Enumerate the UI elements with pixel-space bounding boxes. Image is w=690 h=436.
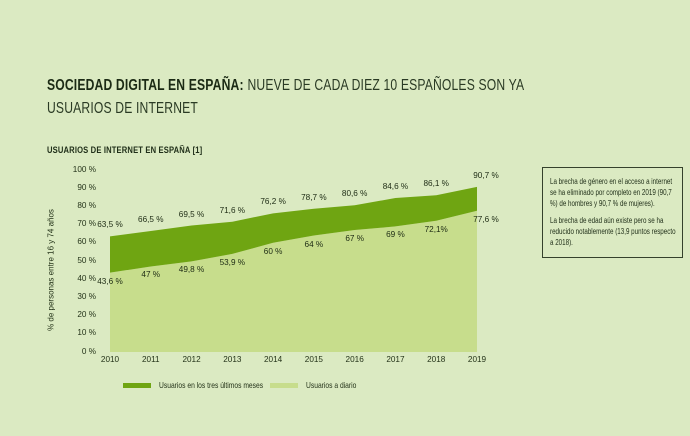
value-label-monthly: 63,5 %: [97, 220, 123, 230]
value-label-daily: 69 %: [386, 230, 405, 240]
page-title-line2: USUARIOS DE INTERNET: [47, 100, 199, 117]
x-tick-label: 2016: [345, 355, 364, 364]
value-label-monthly: 80,6 %: [341, 189, 368, 199]
x-tick-label: 2019: [467, 355, 487, 364]
page-title-emphasis: SOCIEDAD DIGITAL EN ESPAÑA:: [47, 77, 244, 94]
legend-swatch-light-green: [270, 382, 298, 388]
area-usuarios-tres-ultimos-meses: [110, 186, 477, 273]
x-tick-label: 2012: [182, 355, 201, 364]
chart-title: USUARIOS DE INTERNET EN ESPAÑA [1]: [47, 145, 203, 156]
page-title: SOCIEDAD DIGITAL EN ESPAÑA: NUEVE DE CADA…: [47, 74, 579, 120]
y-axis-label: % de personas entre 16 y 74 años: [46, 209, 56, 331]
value-label-monthly: 84,6 %: [382, 182, 409, 192]
value-label-monthly: 71,6 %: [219, 205, 246, 215]
legend-item-monthly-users: Usuarios en los tres últimos meses: [123, 379, 286, 391]
stacked-area-chart: [110, 186, 477, 352]
x-tick-label: 2011: [141, 355, 160, 364]
value-label-monthly: 69,5 %: [178, 209, 205, 219]
legend-swatch-dark-green: [123, 382, 151, 388]
value-label-daily: 47 %: [141, 270, 161, 280]
legend-label-monthly-users: Usuarios en los tres últimos meses: [159, 380, 264, 390]
x-tick-label: 2014: [264, 355, 283, 364]
value-label-daily: 60 %: [263, 246, 283, 256]
y-tick-label: 90 %: [77, 182, 96, 192]
value-label-monthly: 86,1 %: [423, 179, 449, 189]
value-label-monthly: 76,2 %: [260, 197, 286, 207]
value-label-daily: 67 %: [345, 234, 364, 244]
x-tick-label: 2018: [427, 355, 446, 364]
info-paragraph-gender-gap: La brecha de género en el acceso a inter…: [550, 177, 673, 208]
area-usuarios-a-diario: [110, 210, 477, 352]
value-label-daily: 77,6 %: [473, 214, 499, 224]
y-tick-label: 80 %: [77, 200, 96, 210]
info-paragraph-age-gap: La brecha de edad aún existe pero se ha …: [550, 216, 676, 247]
y-tick-label: 100 %: [72, 164, 96, 174]
value-label-daily: 43,6 %: [97, 276, 123, 286]
y-tick-label: 0 %: [81, 346, 96, 356]
x-tick-label: 2013: [223, 355, 242, 364]
legend-item-daily-users: Usuarios a diario: [270, 379, 367, 391]
value-label-monthly: 66,5 %: [138, 214, 164, 224]
value-label-daily: 64 %: [304, 239, 324, 249]
x-tick-label: 2017: [386, 355, 405, 364]
y-tick-label: 30 %: [77, 291, 96, 301]
value-label-daily: 49,8 %: [178, 265, 205, 275]
y-tick-label: 50 %: [77, 255, 96, 265]
info-box: La brecha de género en el acceso a inter…: [542, 167, 683, 258]
y-tick-label: 40 %: [77, 273, 96, 283]
value-label-monthly: 90,7 %: [473, 170, 499, 180]
y-tick-label: 20 %: [77, 310, 96, 320]
info-box-text: La brecha de género en el acceso a inter…: [550, 176, 676, 248]
x-tick-label: 2015: [304, 355, 323, 364]
value-label-daily: 53,9 %: [219, 257, 246, 267]
x-tick-label: 2010: [100, 355, 120, 364]
page-title-line1-rest: NUEVE DE CADA DIEZ 10 ESPAÑOLES SON YA: [247, 77, 525, 94]
value-label-monthly: 78,7 %: [301, 192, 327, 202]
y-tick-label: 70 %: [77, 219, 96, 229]
y-tick-label: 10 %: [77, 328, 96, 338]
y-tick-label: 60 %: [77, 237, 96, 247]
legend-label-daily-users: Usuarios a diario: [306, 380, 357, 390]
value-label-daily: 72,1%: [424, 224, 448, 234]
